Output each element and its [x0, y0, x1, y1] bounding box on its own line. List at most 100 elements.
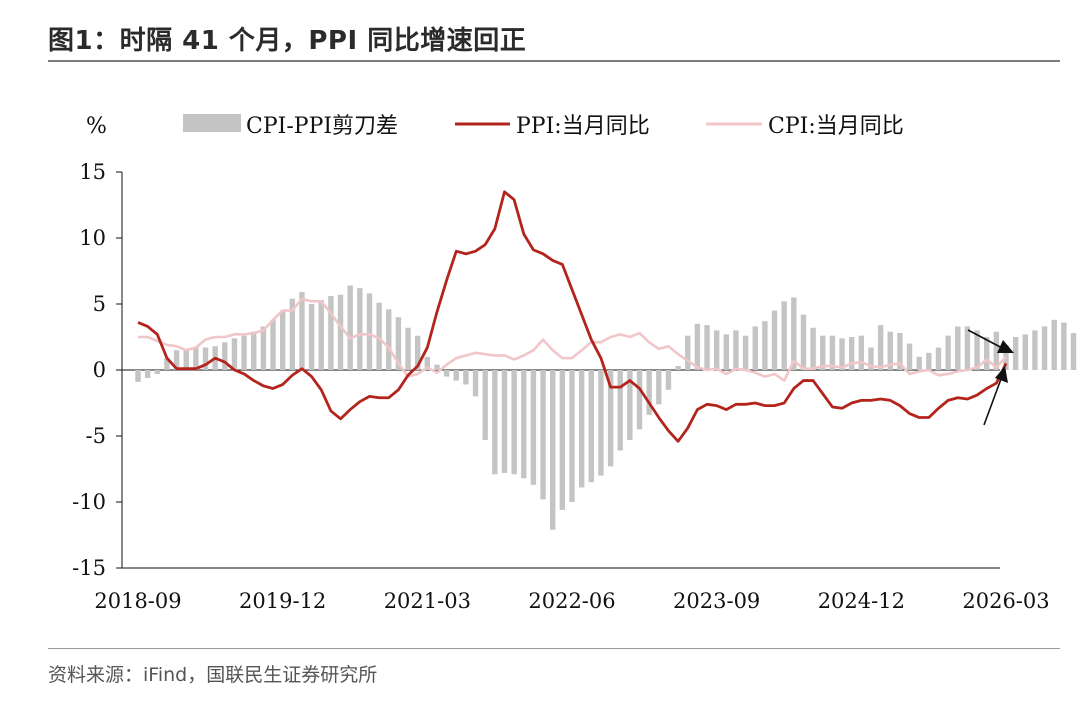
x-tick-label: 2024-12 [818, 589, 905, 613]
legend: % CPI-PPI剪刀差 PPI:当月同比 CPI:当月同比 [86, 114, 904, 139]
gap-bar [771, 310, 778, 370]
gap-bar [675, 366, 681, 370]
gap-bar [887, 331, 893, 370]
gap-bar [916, 356, 922, 370]
annotation-arrowhead-up [995, 366, 1008, 383]
gap-bar [694, 323, 701, 370]
annotation-arrowhead-down [997, 340, 1014, 353]
gap-bar [781, 301, 787, 370]
gap-bar [308, 304, 315, 370]
gap-bar [588, 370, 594, 483]
x-tick-label: 2018-09 [94, 589, 181, 613]
gap-bar [530, 370, 537, 485]
gap-bar [926, 352, 932, 370]
gap-bar [154, 370, 160, 374]
gap-bar [347, 285, 353, 370]
gap-bar [945, 335, 951, 370]
gap-bar [559, 370, 566, 510]
gap-bar [434, 364, 440, 370]
gap-bar [395, 317, 402, 370]
gap-bar [685, 335, 691, 370]
gap-bar [607, 370, 614, 467]
gap-bar [810, 327, 816, 370]
gap-bar [482, 370, 488, 440]
axes: -15 -10 -5 0 5 10 15 2018-09 2019-12 2021-03 2022-… [72, 160, 1049, 613]
page-title: 图1：时隔 41 个月，PPI 同比增速回正 [48, 26, 527, 56]
gap-bar [202, 347, 209, 370]
gap-bar [848, 337, 855, 370]
gap-bar [540, 370, 546, 500]
gap-bar [617, 370, 623, 451]
legend-label-gap: CPI-PPI剪刀差 [246, 114, 398, 139]
source-note: 资料来源：iFind，国联民生证券研究所 [48, 664, 378, 686]
gap-bar [877, 325, 884, 370]
y-tick-label: 10 [79, 226, 106, 250]
y-unit-label: % [86, 114, 107, 139]
gap-bar [453, 370, 459, 381]
gap-bar [405, 327, 411, 370]
gap-bar [1070, 333, 1077, 370]
gap-bar [144, 370, 151, 378]
y-tick-label: 0 [93, 358, 106, 382]
x-tick-label: 2021-03 [384, 589, 471, 613]
gap-bar [993, 331, 1000, 370]
gap-bar [569, 370, 575, 502]
gap-bar [328, 296, 334, 370]
gap-bar [752, 326, 758, 370]
x-tick-label: 2022-06 [528, 589, 615, 613]
gap-bar [742, 335, 749, 370]
gap-bar [231, 338, 238, 370]
gap-bar [713, 330, 720, 370]
gap-bar [337, 294, 344, 370]
annotation-arrow-up [983, 378, 1002, 426]
gap-bar [386, 309, 392, 370]
y-tick-label: -15 [72, 556, 106, 580]
annotations [967, 329, 1014, 426]
gap-bar [723, 334, 730, 370]
y-tick-label: 5 [93, 292, 106, 316]
gap-bar [511, 370, 517, 475]
cpi-line [138, 297, 1007, 382]
gap-bar [974, 330, 980, 370]
gap-bar [443, 370, 450, 377]
gap-bar [984, 337, 990, 370]
gap-bar [906, 343, 913, 370]
gap-bar [1041, 326, 1048, 370]
gap-bar [704, 325, 710, 370]
gap-bar [424, 356, 431, 370]
gap-bar [376, 302, 382, 370]
gap-bar [173, 350, 180, 370]
gap-bar [820, 335, 826, 370]
gap-bar [299, 292, 305, 370]
gap-bar [366, 293, 373, 370]
gap-bar [501, 370, 508, 473]
annotation-arrow-down [967, 329, 1005, 350]
gap-bar [964, 326, 971, 370]
ppi-line [137, 190, 1008, 443]
gap-bar [1022, 334, 1028, 370]
gap-bar [463, 370, 469, 385]
gap-bar [492, 370, 498, 475]
gap-bar [829, 335, 836, 370]
gap-bar [260, 326, 267, 370]
gap-bar [318, 300, 324, 370]
source-rule [48, 648, 1060, 649]
gap-bar [791, 297, 797, 370]
gap-bar [279, 310, 286, 370]
legend-label-cpi: CPI:当月同比 [768, 114, 904, 139]
legend-label-ppi: PPI:当月同比 [516, 114, 650, 139]
gap-bar [800, 314, 807, 370]
gap-bar [164, 358, 170, 370]
gap-bar [762, 321, 768, 370]
gap-bar [858, 335, 865, 370]
gap-bar [868, 347, 874, 370]
gap-bar [222, 342, 228, 370]
gap-bar [251, 331, 257, 370]
gap-bar [1051, 319, 1057, 370]
gap-bar [1032, 330, 1038, 370]
gap-bar [656, 370, 662, 405]
x-tick-label: 2026-03 [962, 589, 1049, 613]
x-tick-label: 2023-09 [673, 589, 760, 613]
y-tick-label: -10 [72, 490, 106, 514]
